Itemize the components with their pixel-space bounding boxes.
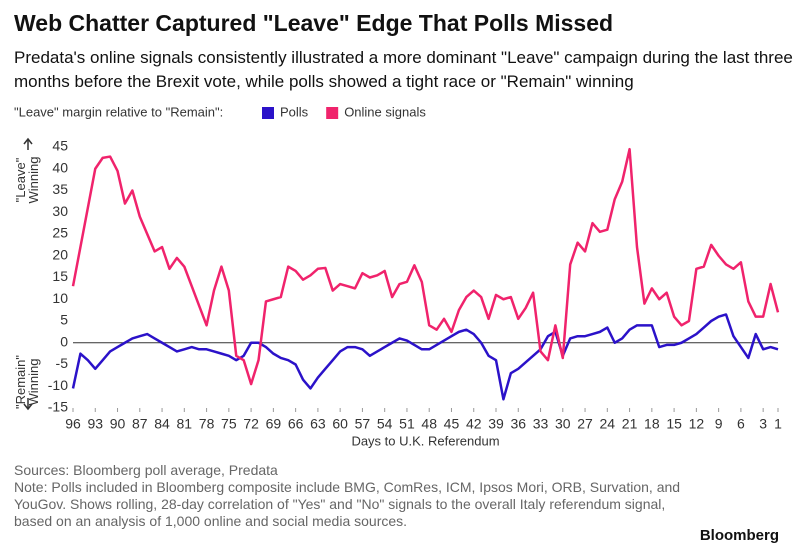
x-tick-label: 69 bbox=[266, 416, 282, 432]
x-tick-label: 27 bbox=[577, 416, 593, 432]
x-tick-label: 18 bbox=[644, 416, 660, 432]
x-tick-label: 30 bbox=[555, 416, 571, 432]
y-tick-label: -15 bbox=[48, 399, 68, 415]
x-tick-label: 51 bbox=[399, 416, 415, 432]
method-note: Note: Polls included in Bloomberg compos… bbox=[14, 479, 681, 529]
y-tick-label: 25 bbox=[52, 225, 68, 241]
y-tick-label: -5 bbox=[56, 355, 69, 371]
x-tick-label: 9 bbox=[715, 416, 723, 432]
y-tick-label: 35 bbox=[52, 181, 68, 197]
chart-title: Web Chatter Captured "Leave" Edge That P… bbox=[14, 10, 614, 36]
y-label-top-line: Winning bbox=[26, 157, 41, 204]
chart-subtitle: Predata's online signals consistently il… bbox=[14, 48, 793, 91]
x-tick-label: 48 bbox=[421, 416, 437, 432]
y-tick-label: 10 bbox=[52, 290, 68, 306]
x-tick-label: 3 bbox=[759, 416, 767, 432]
y-tick-label: -10 bbox=[48, 377, 68, 393]
x-tick-label: 63 bbox=[310, 416, 326, 432]
legend-swatch bbox=[262, 107, 274, 119]
legend-title: "Leave" margin relative to "Remain": bbox=[14, 104, 223, 119]
x-tick-label: 24 bbox=[600, 416, 616, 432]
x-tick-label: 66 bbox=[288, 416, 304, 432]
y-tick-label: 45 bbox=[52, 138, 68, 154]
y-label-bottom: "Remain"Winning bbox=[13, 355, 41, 409]
x-tick-label: 15 bbox=[666, 416, 682, 432]
y-label-top-line: "Leave" bbox=[13, 157, 28, 202]
x-tick-label: 45 bbox=[444, 416, 460, 432]
y-label-bottom-line: "Remain" bbox=[13, 355, 28, 409]
x-tick-label: 57 bbox=[355, 416, 371, 432]
x-tick-label: 90 bbox=[110, 416, 126, 432]
x-tick-label: 36 bbox=[510, 416, 526, 432]
y-tick-label: 20 bbox=[52, 246, 68, 262]
y-tick-label: 15 bbox=[52, 268, 68, 284]
y-tick-label: 5 bbox=[60, 312, 68, 328]
y-label-bottom-line: Winning bbox=[26, 359, 41, 406]
x-tick-label: 87 bbox=[132, 416, 148, 432]
x-tick-label: 42 bbox=[466, 416, 482, 432]
x-tick-label: 78 bbox=[199, 416, 215, 432]
x-tick-label: 6 bbox=[737, 416, 745, 432]
x-tick-label: 96 bbox=[65, 416, 81, 432]
x-axis-label: Days to U.K. Referendum bbox=[351, 433, 499, 448]
x-tick-label: 84 bbox=[154, 416, 170, 432]
x-tick-label: 39 bbox=[488, 416, 504, 432]
x-tick-label: 72 bbox=[243, 416, 259, 432]
y-tick-label: 30 bbox=[52, 203, 68, 219]
x-tick-label: 81 bbox=[177, 416, 193, 432]
y-label-top: "Leave"Winning bbox=[13, 157, 41, 204]
source-note: Sources: Bloomberg poll average, Predata bbox=[14, 462, 278, 478]
brand: Bloomberg bbox=[699, 527, 779, 544]
legend-swatch bbox=[326, 107, 339, 119]
y-tick-label: 40 bbox=[52, 159, 68, 175]
legend-label: Polls bbox=[280, 104, 309, 119]
y-tick-label: 0 bbox=[60, 333, 68, 349]
notes: Sources: Bloomberg poll average, Predata… bbox=[14, 462, 684, 530]
series-line bbox=[71, 147, 780, 386]
x-tick-label: 60 bbox=[332, 416, 348, 432]
x-tick-label: 93 bbox=[87, 416, 103, 432]
series-line bbox=[71, 313, 779, 401]
x-tick-label: 21 bbox=[622, 416, 638, 432]
arrow-down bbox=[23, 398, 33, 411]
x-tick-label: 75 bbox=[221, 416, 237, 432]
x-tick-label: 33 bbox=[533, 416, 549, 432]
x-tick-label: 12 bbox=[689, 416, 705, 432]
arrow-up bbox=[23, 137, 33, 150]
legend-label: Online signals bbox=[344, 104, 426, 119]
x-tick-label: 1 bbox=[774, 416, 782, 432]
x-tick-label: 54 bbox=[377, 416, 393, 432]
